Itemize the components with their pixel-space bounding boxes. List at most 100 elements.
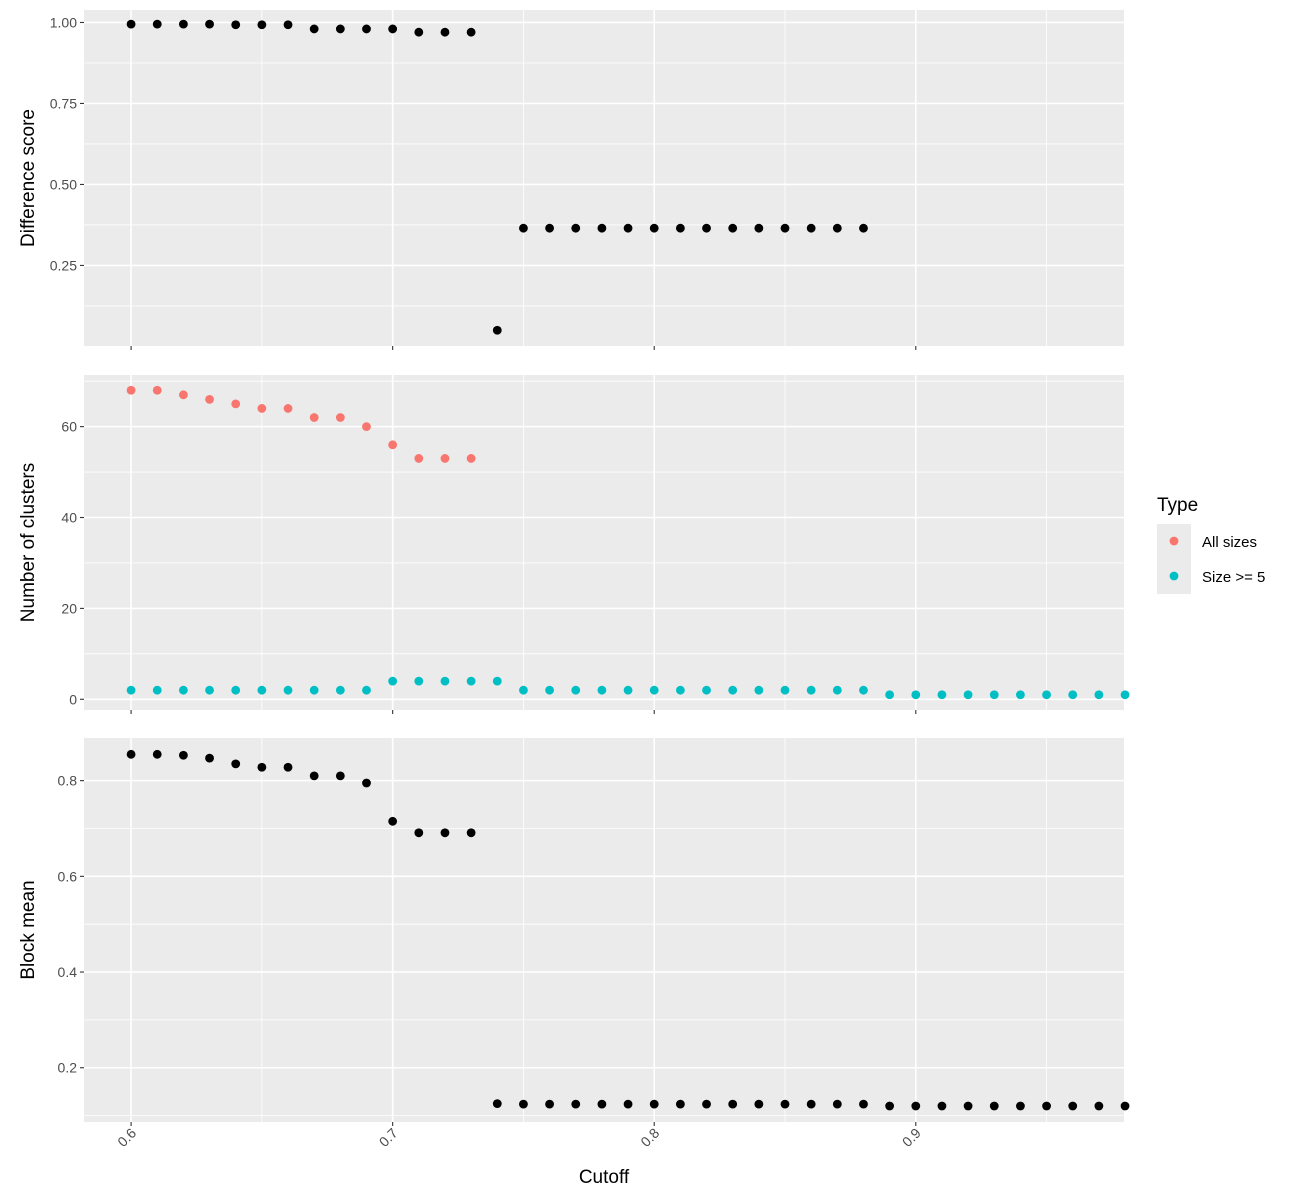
data-point <box>675 1099 685 1109</box>
data-point <box>571 685 581 695</box>
series-points <box>126 19 868 335</box>
data-point <box>571 1099 581 1109</box>
data-point <box>492 676 502 686</box>
data-point <box>1042 690 1051 700</box>
y-axis-title: Number of clusters <box>18 463 39 622</box>
data-point <box>597 223 607 233</box>
y-tick-label: 0.4 <box>58 964 78 980</box>
panel-background <box>84 375 1124 710</box>
data-point <box>205 685 214 695</box>
data-point <box>362 24 371 34</box>
data-point <box>728 685 738 695</box>
data-point <box>440 676 450 686</box>
legend: Type All sizes Size >= 5 <box>1157 495 1265 594</box>
data-point <box>649 685 659 695</box>
data-point <box>283 20 293 30</box>
data-point <box>309 771 319 781</box>
data-point <box>780 1099 790 1109</box>
data-point <box>257 20 267 30</box>
data-point <box>649 1099 659 1109</box>
y-tick-label: 1.00 <box>50 14 77 30</box>
data-point <box>231 20 241 30</box>
data-point <box>414 676 424 686</box>
data-point <box>1094 1101 1104 1111</box>
series-points <box>126 385 476 463</box>
panel-number-of-clusters: 0 20 40 60 Number of clusters <box>18 375 1130 714</box>
data-point <box>466 27 476 37</box>
data-point <box>780 223 790 233</box>
data-point <box>519 685 528 695</box>
data-point <box>545 1099 554 1109</box>
data-point <box>335 413 345 422</box>
data-point <box>1042 1101 1051 1111</box>
x-tick-label: 0.7 <box>376 1125 401 1150</box>
data-point <box>152 385 162 395</box>
data-point <box>885 690 895 700</box>
data-point <box>623 685 633 695</box>
data-point <box>911 690 921 700</box>
data-point <box>1016 690 1025 700</box>
data-point <box>335 685 345 695</box>
data-point <box>126 749 136 759</box>
data-point <box>832 1099 842 1109</box>
data-point <box>597 685 607 695</box>
data-point <box>859 223 868 233</box>
data-point <box>963 1101 973 1111</box>
data-point <box>152 19 162 29</box>
data-point <box>126 685 136 695</box>
data-point <box>675 685 685 695</box>
data-point <box>545 223 554 233</box>
data-point <box>388 440 398 450</box>
data-point <box>257 762 267 772</box>
data-point <box>231 399 241 409</box>
data-point <box>623 1099 633 1109</box>
y-tick-label: 0.6 <box>58 868 78 884</box>
data-point <box>675 223 685 233</box>
legend-label: Size >= 5 <box>1202 569 1265 586</box>
data-point <box>702 685 711 695</box>
data-point <box>963 690 973 700</box>
series-points <box>126 749 1130 1111</box>
data-point <box>466 454 476 463</box>
legend-key-point <box>1169 571 1179 581</box>
legend-title: Type <box>1157 495 1198 516</box>
data-point <box>1068 1101 1078 1111</box>
y-tick-label: 0.75 <box>50 95 77 111</box>
data-point <box>911 1101 921 1111</box>
x-tick-label: 0.8 <box>637 1125 662 1150</box>
data-point <box>780 685 790 695</box>
data-point <box>440 454 450 463</box>
data-point <box>335 771 345 781</box>
panel-background <box>84 10 1124 346</box>
data-point <box>832 685 842 695</box>
panel-background <box>84 738 1124 1122</box>
data-point <box>231 759 241 769</box>
data-point <box>414 27 424 37</box>
data-point <box>702 223 711 233</box>
data-point <box>257 404 267 413</box>
legend-label: All sizes <box>1202 534 1257 551</box>
data-point <box>806 223 816 233</box>
y-tick-label: 0 <box>69 691 77 707</box>
data-point <box>492 1099 502 1109</box>
data-point <box>178 19 188 29</box>
data-point <box>1120 1101 1130 1111</box>
data-point <box>649 223 659 233</box>
data-point <box>1120 690 1130 700</box>
y-tick-label: 60 <box>61 419 77 435</box>
data-point <box>623 223 633 233</box>
data-point <box>362 422 371 432</box>
y-tick-label: 0.8 <box>58 773 78 789</box>
data-point <box>440 27 450 37</box>
data-point <box>754 1099 764 1109</box>
data-point <box>309 685 319 695</box>
y-tick-label: 20 <box>61 600 77 616</box>
data-point <box>205 394 214 404</box>
y-tick-label: 40 <box>61 510 77 526</box>
data-point <box>231 685 241 695</box>
y-tick-label: 0.50 <box>50 176 77 192</box>
data-point <box>728 1099 738 1109</box>
data-point <box>388 816 398 826</box>
series-points <box>126 676 1130 700</box>
data-point <box>205 19 214 29</box>
